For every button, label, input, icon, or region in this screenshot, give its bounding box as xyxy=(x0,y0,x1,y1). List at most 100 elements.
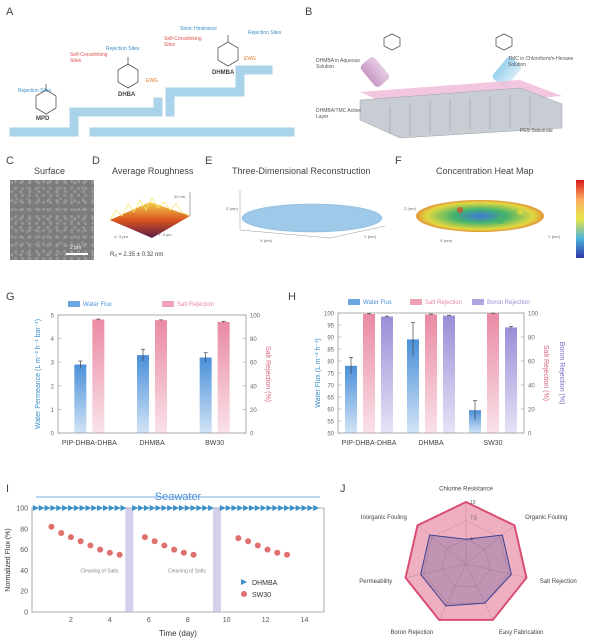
point-dhmba xyxy=(278,505,285,511)
point-dhmba xyxy=(132,505,139,511)
panel-label-d: D xyxy=(92,155,100,167)
panel-b-schematic xyxy=(359,33,563,139)
dhba-label: DHBA xyxy=(118,92,136,98)
point-sw30 xyxy=(141,534,148,541)
point-sw30 xyxy=(245,538,252,545)
point-dhmba xyxy=(208,505,215,511)
point-dhmba xyxy=(167,505,174,511)
cleaning-label: Cleaning of Salts xyxy=(80,568,118,574)
bar-water-flux xyxy=(137,355,149,433)
panel-label-i: I xyxy=(6,483,10,495)
legend-swatch xyxy=(410,299,422,305)
plot-frame xyxy=(57,314,247,434)
point-dhmba xyxy=(313,505,320,511)
panel-label-c: C xyxy=(6,155,14,167)
point-dhmba xyxy=(38,505,45,511)
radar-axis-label: Boron Rejection xyxy=(390,630,433,636)
point-dhmba xyxy=(243,505,250,511)
pes-substrate xyxy=(359,87,563,139)
x-axis-label: Time (day) xyxy=(159,629,197,638)
e-x-axis: X (nm) xyxy=(260,238,272,243)
left-tick-label: 70 xyxy=(327,384,334,390)
left-tick-label: 100 xyxy=(324,312,335,318)
aqueous-tube xyxy=(360,57,390,87)
point-dhmba xyxy=(50,505,57,511)
left-tick-label: 60 xyxy=(327,408,334,414)
right-tick-label: 60 xyxy=(250,361,257,367)
afm-surface xyxy=(109,192,191,238)
f-z-axis: Z (nm) xyxy=(404,206,416,211)
radar-scale-label: 4 xyxy=(470,537,473,543)
point-dhmba xyxy=(91,505,98,511)
legend-marker xyxy=(241,579,247,585)
point-dhmba xyxy=(178,505,185,511)
z-scale: 30 nm xyxy=(174,194,186,199)
radar-grid xyxy=(423,520,509,604)
left-tick-label: 95 xyxy=(327,324,334,330)
left-tick-label: 85 xyxy=(327,348,334,354)
dhba-caption-crosslink: Self-Crosslinking Sites xyxy=(70,52,108,64)
radar-spoke xyxy=(405,563,467,579)
radar-spoke xyxy=(465,525,515,565)
roughness-title: Average Roughness xyxy=(112,166,194,176)
right-tick-label: 40 xyxy=(250,384,257,390)
point-dhmba xyxy=(284,505,291,511)
bar-water-flux xyxy=(407,339,419,433)
y2-axis-label: Salt Rejection (%) xyxy=(264,346,271,402)
radar-spoke xyxy=(465,563,527,579)
bar-salt-rejection xyxy=(363,313,375,433)
point-dhmba xyxy=(254,505,261,511)
point-sw30 xyxy=(235,535,242,542)
legend-swatch xyxy=(472,299,484,305)
y-tick-label: 80 xyxy=(20,526,28,533)
reconstruction-ellipsoid xyxy=(241,203,383,233)
left-tick-label: 65 xyxy=(327,396,334,402)
left-tick-label: 80 xyxy=(327,360,334,366)
panel-label-f: F xyxy=(395,155,402,167)
radar-spoke xyxy=(465,563,494,620)
left-tick-label: 90 xyxy=(327,336,334,342)
y-tick-label: 0 xyxy=(24,610,28,617)
legend-marker xyxy=(241,591,247,597)
point-dhmba xyxy=(32,505,39,511)
heatmap-ellipsoid xyxy=(416,200,544,232)
radar-scale-label: 7.5 xyxy=(470,516,477,522)
point-dhmba xyxy=(184,505,191,511)
organic-tube xyxy=(492,57,522,87)
right-tick-label: 80 xyxy=(528,336,535,342)
stair-steps xyxy=(9,65,295,137)
e-y-axis: Y (nm) xyxy=(364,234,376,239)
reconstruction-plot xyxy=(239,190,386,239)
y-scale: Y: 3 μm xyxy=(158,232,172,237)
point-dhmba xyxy=(237,505,244,511)
x-tick-label: 6 xyxy=(147,617,151,624)
active-layer-label: DHMBA/TMC Active Layer xyxy=(316,108,362,120)
radar-grid xyxy=(441,538,491,587)
reconstruction-title: Three-Dimensional Reconstruction xyxy=(232,166,371,176)
left-tick-label: 1 xyxy=(51,408,55,414)
surface-title: Surface xyxy=(34,166,66,176)
y-axis-label: Water Flux (L m⁻² h⁻¹) xyxy=(315,338,322,407)
point-dhmba xyxy=(79,505,86,511)
point-dhmba xyxy=(289,505,296,511)
seawater-banner: Seawater xyxy=(155,491,202,503)
point-dhmba xyxy=(295,505,302,511)
chart-g: 0 1 2 3 4 5 0 20 40 60 80 100 PIP-DHBA-DHBA DHMBA BW30… xyxy=(35,301,271,447)
point-dhmba xyxy=(73,505,80,511)
point-dhmba xyxy=(266,505,273,511)
bar-salt-rejection xyxy=(92,319,105,433)
panel-label-e: E xyxy=(205,155,213,167)
legend-label: Salt Rejection xyxy=(425,300,462,306)
point-sw30 xyxy=(97,546,104,553)
dhmba-ewg: EWG xyxy=(244,56,256,62)
point-dhmba xyxy=(161,505,168,511)
point-sw30 xyxy=(106,549,113,556)
heatmap-colorbar xyxy=(576,180,584,258)
point-dhmba xyxy=(120,505,127,511)
heatmap-plot xyxy=(416,180,584,258)
point-dhmba xyxy=(260,505,267,511)
right-tick-label: 60 xyxy=(528,360,535,366)
radar-axis-label: Organic Fouling xyxy=(525,515,567,521)
aqueous-solution-label: DHMBA in Aqueous Solution xyxy=(316,58,360,70)
point-dhmba xyxy=(44,505,51,511)
